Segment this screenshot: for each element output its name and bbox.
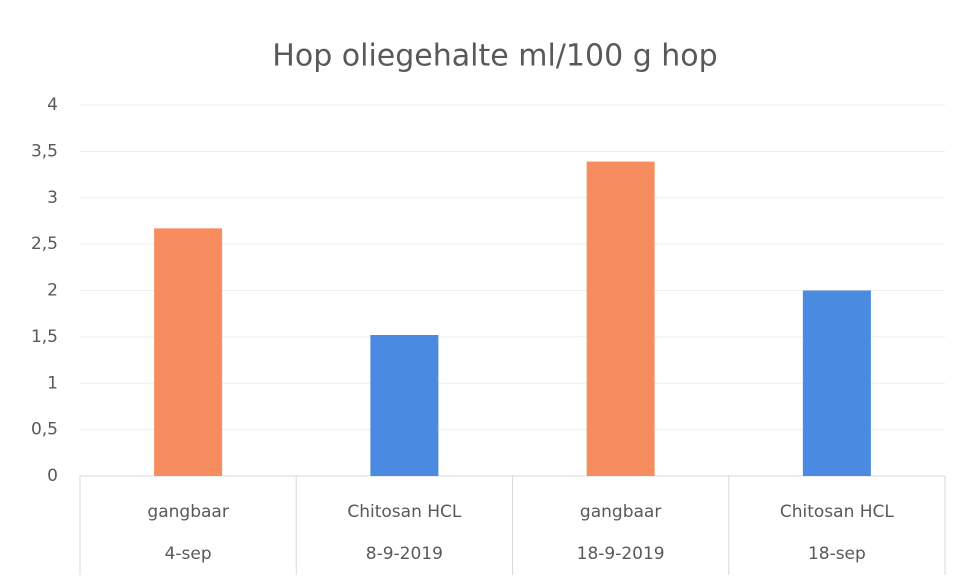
bar	[370, 335, 439, 476]
x-tick-label: 18-sep	[808, 544, 866, 564]
x-tick-label: 18-9-2019	[577, 544, 665, 564]
y-tick-label: 2	[47, 281, 58, 301]
x-tick-label: Chitosan HCL	[347, 502, 462, 522]
bar	[802, 290, 871, 476]
y-tick-label: 3,5	[31, 141, 58, 161]
y-tick-label: 0	[47, 466, 58, 486]
y-tick-label: 0,5	[31, 420, 58, 440]
x-tick-label: 8-9-2019	[366, 544, 443, 564]
x-tick-label: 4-sep	[165, 544, 212, 564]
y-tick-label: 3	[47, 188, 58, 208]
x-tick-label: gangbaar	[580, 502, 661, 522]
bar	[154, 228, 223, 476]
y-tick-label: 2,5	[31, 234, 58, 254]
x-tick-label: Chitosan HCL	[780, 502, 895, 522]
chart-title: Hop oliegehalte ml/100 g hop	[272, 39, 717, 74]
y-tick-label: 1	[47, 373, 58, 393]
bar	[586, 161, 655, 476]
y-tick-label: 1,5	[31, 327, 58, 347]
y-tick-label: 4	[47, 95, 58, 115]
x-tick-label: gangbaar	[147, 502, 228, 522]
